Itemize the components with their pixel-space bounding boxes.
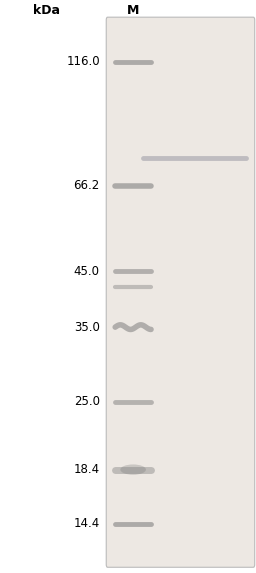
FancyBboxPatch shape bbox=[106, 17, 255, 567]
Text: 14.4: 14.4 bbox=[73, 517, 100, 531]
Text: 116.0: 116.0 bbox=[66, 55, 100, 68]
Text: M: M bbox=[127, 4, 139, 17]
Text: 66.2: 66.2 bbox=[73, 179, 100, 193]
Ellipse shape bbox=[120, 465, 146, 475]
Text: 35.0: 35.0 bbox=[74, 321, 100, 333]
Text: kDa: kDa bbox=[33, 4, 60, 17]
Text: 25.0: 25.0 bbox=[74, 395, 100, 408]
Text: 18.4: 18.4 bbox=[74, 463, 100, 476]
Text: 45.0: 45.0 bbox=[74, 265, 100, 278]
